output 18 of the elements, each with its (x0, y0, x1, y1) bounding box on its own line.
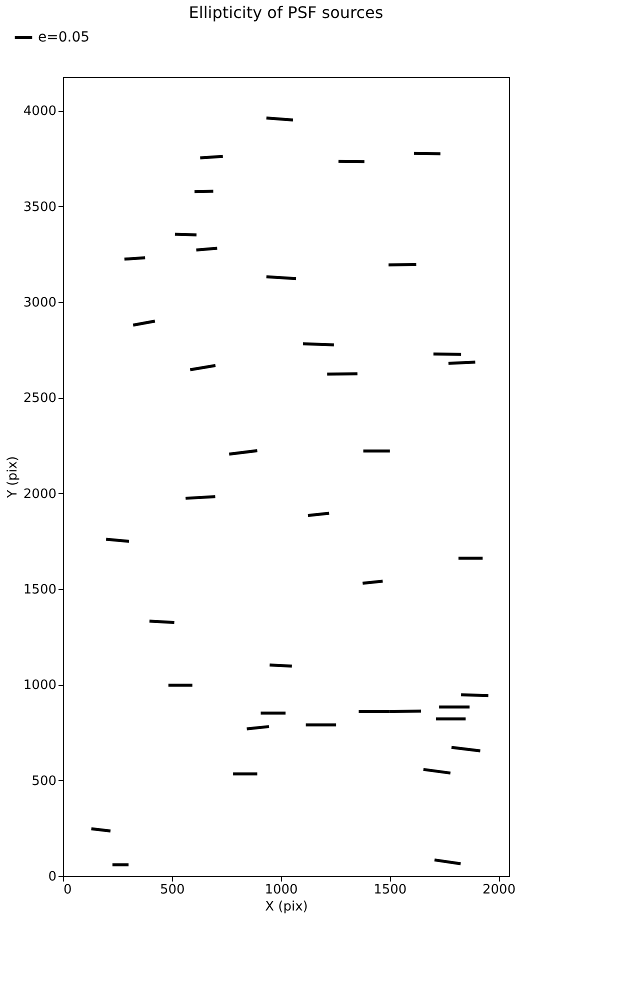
y-axis-title: Y (pix) (5, 456, 20, 499)
y-tick-label: 500 (32, 774, 56, 789)
x-tick-label: 1000 (264, 882, 298, 898)
y-tick-label: 0 (48, 870, 56, 884)
x-axis-title: X (pix) (265, 900, 308, 914)
x-tick-label: 500 (160, 882, 185, 898)
y-tick-label: 3500 (23, 200, 56, 215)
y-tick-label: 1500 (23, 582, 56, 598)
x-tick-label: 1500 (374, 882, 407, 898)
y-tick-label: 2000 (23, 486, 56, 502)
y-tick-label: 4000 (23, 104, 56, 120)
y-tick-label: 1000 (23, 678, 56, 694)
chart-title: Ellipticity of PSF sources (188, 3, 384, 22)
y-tick-label: 2500 (23, 391, 56, 406)
y-tick-label: 3000 (23, 296, 56, 311)
legend-label: e=0.05 (38, 30, 90, 46)
x-tick-label: 0 (64, 882, 72, 898)
x-tick-label: 2000 (482, 882, 516, 898)
